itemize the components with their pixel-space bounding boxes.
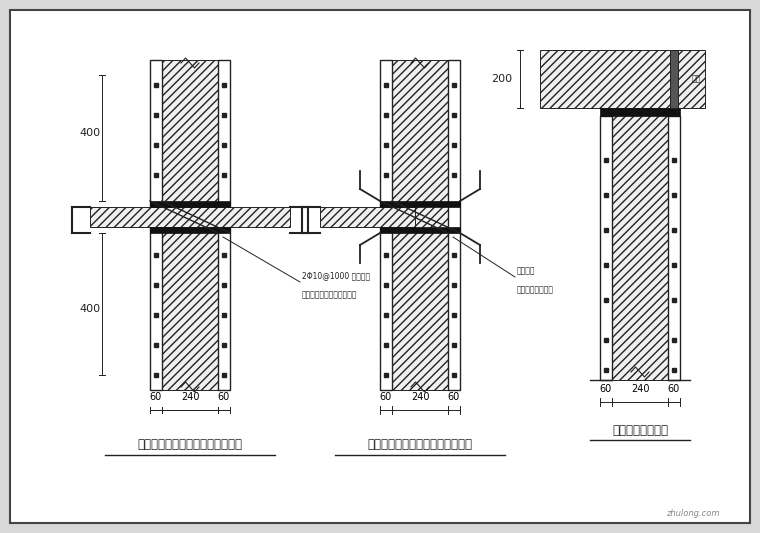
Bar xyxy=(600,116,612,380)
Text: zhulong.com: zhulong.com xyxy=(667,509,720,518)
Bar xyxy=(668,116,680,380)
Text: 60: 60 xyxy=(150,392,162,402)
Bar xyxy=(600,108,680,116)
Text: 60: 60 xyxy=(448,392,460,402)
Text: 膜板: 膜板 xyxy=(692,75,701,84)
Bar xyxy=(380,60,392,390)
Text: 60: 60 xyxy=(218,392,230,402)
Bar xyxy=(448,60,460,390)
Text: 60: 60 xyxy=(600,384,612,394)
Text: 240: 240 xyxy=(631,384,649,394)
Bar xyxy=(670,50,678,108)
Bar xyxy=(162,60,218,390)
Text: 60: 60 xyxy=(380,392,392,402)
Text: 不宜直接钩小组距构造做法: 不宜直接钩小组距构造做法 xyxy=(302,290,357,299)
Text: 240: 240 xyxy=(181,392,199,402)
Bar xyxy=(218,60,230,390)
Bar xyxy=(150,201,230,207)
Bar xyxy=(150,60,162,390)
Bar xyxy=(612,108,668,380)
Bar xyxy=(150,227,230,233)
Text: 2Φ10@1000 穿墙锚条: 2Φ10@1000 穿墙锚条 xyxy=(302,271,370,280)
Bar xyxy=(392,60,448,390)
Bar xyxy=(90,207,290,227)
Bar xyxy=(380,201,460,207)
Bar xyxy=(320,207,415,227)
Bar xyxy=(540,50,705,108)
Text: 400: 400 xyxy=(80,128,100,139)
Text: 60: 60 xyxy=(668,384,680,394)
Text: 400: 400 xyxy=(80,303,100,313)
Text: 200: 200 xyxy=(492,74,512,84)
Bar xyxy=(380,227,460,233)
Text: 穿墙锚条: 穿墙锚条 xyxy=(517,266,536,275)
Text: 满布双面防渗浆处: 满布双面防渗浆处 xyxy=(517,285,554,294)
Text: 加固墙体顶层做法: 加固墙体顶层做法 xyxy=(612,424,668,437)
Text: 240: 240 xyxy=(410,392,429,402)
Text: 加固墙体在楼面处做法（板短向）: 加固墙体在楼面处做法（板短向） xyxy=(138,439,242,451)
Text: 加固墙体在楼面处做法（板长向）: 加固墙体在楼面处做法（板长向） xyxy=(368,439,473,451)
